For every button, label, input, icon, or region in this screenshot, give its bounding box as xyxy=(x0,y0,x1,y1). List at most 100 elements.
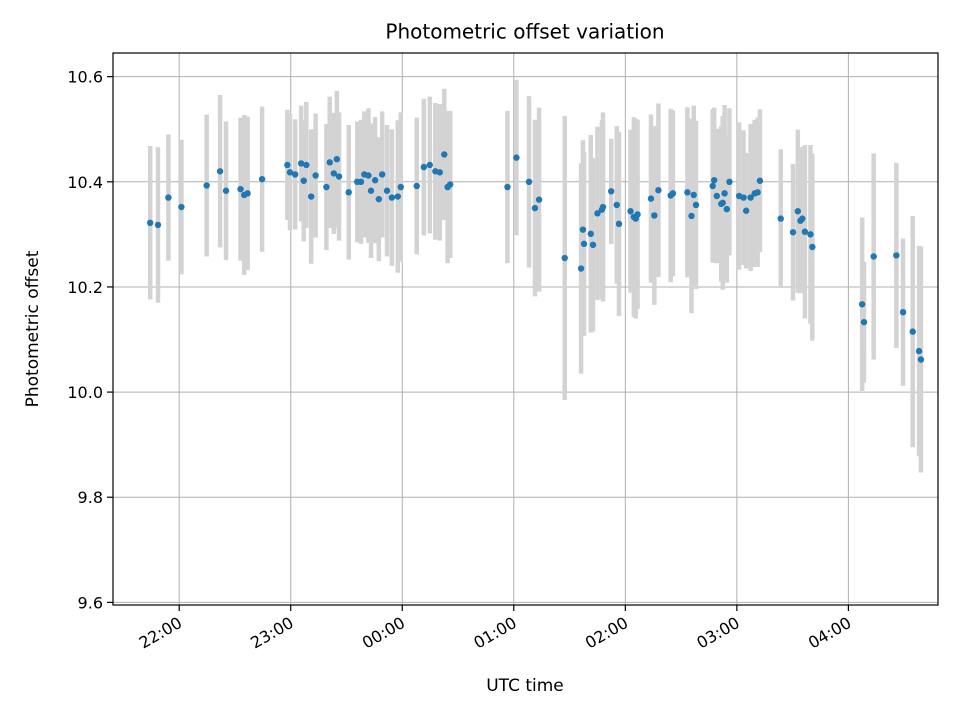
data-point xyxy=(447,181,454,188)
y-tick-label: 10.2 xyxy=(67,278,103,297)
data-point xyxy=(655,187,662,194)
data-point xyxy=(561,254,568,262)
data-point xyxy=(335,173,343,180)
data-point xyxy=(858,301,866,308)
data-point xyxy=(799,215,806,222)
y-tick-label: 10.4 xyxy=(67,173,103,192)
data-point xyxy=(436,169,444,176)
y-tick-label: 10.0 xyxy=(67,383,103,402)
data-point xyxy=(801,228,809,235)
data-point xyxy=(893,252,900,259)
data-point xyxy=(383,187,391,194)
data-point xyxy=(870,253,877,260)
data-point xyxy=(589,241,597,249)
y-axis-label: Photometric offset xyxy=(23,250,43,407)
data-point xyxy=(154,221,162,229)
data-point xyxy=(754,189,761,196)
data-point xyxy=(599,203,607,211)
data-point xyxy=(726,178,733,185)
data-point xyxy=(899,308,907,316)
data-point xyxy=(627,208,634,215)
data-point xyxy=(809,243,816,251)
plot-area-frame xyxy=(112,52,939,606)
data-point xyxy=(307,193,315,200)
data-point xyxy=(297,160,305,167)
data-point xyxy=(669,190,677,197)
data-point xyxy=(375,195,383,203)
data-point xyxy=(710,177,718,184)
data-point xyxy=(740,194,747,201)
data-point xyxy=(365,172,372,179)
data-point xyxy=(721,190,728,197)
chart-title: Photometric offset variation xyxy=(385,20,664,44)
data-point xyxy=(216,168,224,175)
data-point xyxy=(860,318,868,326)
data-point xyxy=(756,177,764,184)
data-point xyxy=(587,230,594,238)
data-point xyxy=(777,215,784,222)
data-point xyxy=(426,161,433,169)
data-point xyxy=(284,161,291,169)
data-point xyxy=(300,177,307,184)
data-point xyxy=(291,171,299,178)
data-point xyxy=(333,155,341,163)
data-point xyxy=(345,189,352,196)
data-point xyxy=(789,229,797,236)
data-point xyxy=(303,161,310,169)
data-point xyxy=(634,211,641,218)
data-point xyxy=(917,356,925,363)
data-point xyxy=(651,212,658,219)
data-point xyxy=(286,169,294,176)
data-point xyxy=(525,178,533,185)
data-point xyxy=(378,171,386,178)
data-point xyxy=(615,220,623,228)
data-point xyxy=(367,187,375,194)
data-point xyxy=(222,187,230,194)
data-point xyxy=(312,172,319,179)
data-point xyxy=(388,194,396,201)
data-point xyxy=(203,182,210,189)
data-point xyxy=(747,194,754,201)
data-point xyxy=(684,189,691,196)
data-point xyxy=(531,204,539,212)
data-point xyxy=(594,210,601,217)
y-tick-label: 9.8 xyxy=(78,488,103,507)
data-point xyxy=(165,194,172,201)
data-point xyxy=(178,203,185,211)
data-points xyxy=(146,151,925,363)
data-point xyxy=(504,183,511,191)
data-point xyxy=(244,190,251,197)
data-point xyxy=(330,170,338,177)
data-point xyxy=(326,159,333,166)
data-point xyxy=(709,182,716,190)
data-point xyxy=(323,183,330,191)
data-point xyxy=(513,154,520,161)
data-point xyxy=(579,226,587,233)
data-point xyxy=(909,328,916,335)
x-axis-label: UTC time xyxy=(486,676,564,696)
data-point xyxy=(607,188,615,195)
data-point xyxy=(146,219,154,227)
data-point xyxy=(915,347,923,355)
data-point xyxy=(690,191,697,199)
data-point xyxy=(723,205,731,213)
data-point xyxy=(394,193,401,200)
data-point xyxy=(692,201,700,209)
data-point xyxy=(420,163,428,171)
data-point xyxy=(535,196,543,203)
data-point xyxy=(371,177,379,184)
data-point xyxy=(413,182,420,190)
data-point xyxy=(794,208,802,215)
data-point xyxy=(580,240,588,248)
y-axis: 9.6 9.8 10.0 10.2 10.4 10.6 xyxy=(67,68,113,612)
data-point xyxy=(577,265,585,272)
data-point xyxy=(807,231,814,238)
data-point xyxy=(742,207,750,214)
data-point xyxy=(719,199,726,207)
data-point xyxy=(647,195,655,202)
data-point xyxy=(397,183,404,191)
data-point xyxy=(357,178,365,185)
data-point xyxy=(688,212,695,220)
